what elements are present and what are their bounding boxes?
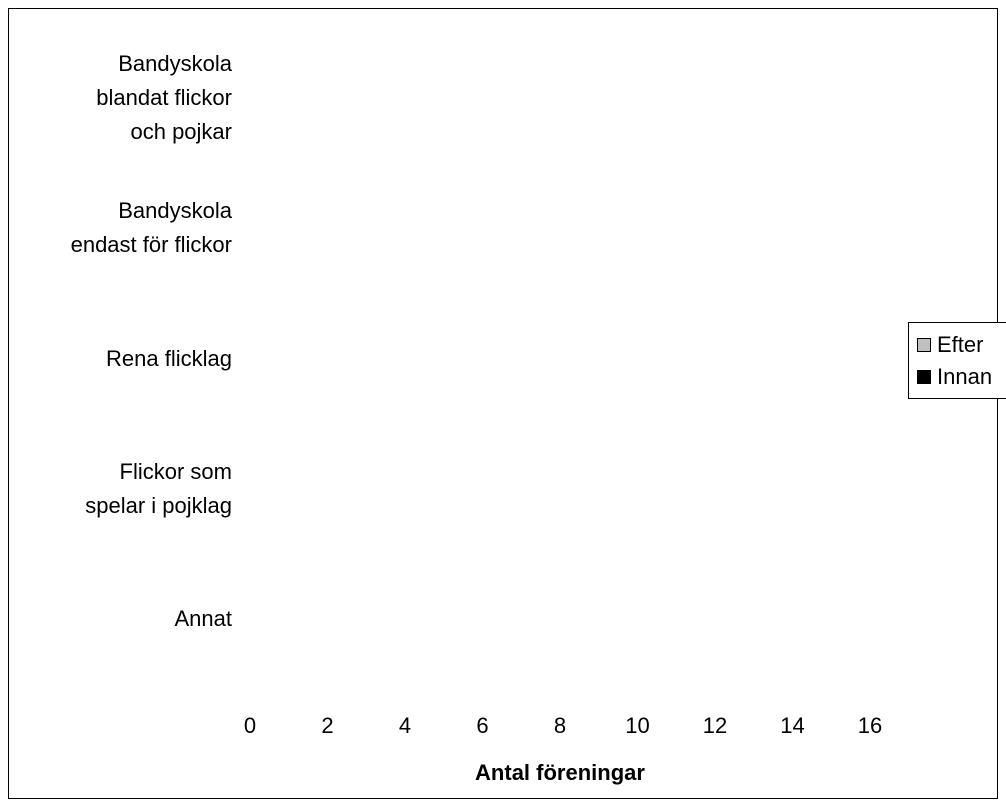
category-label: Bandyskola endast för flickor	[70, 198, 232, 258]
category-label: Annat	[174, 605, 233, 631]
legend-item-efter: Efter	[917, 331, 983, 359]
x-tick-label: 12	[702, 713, 728, 738]
x-tick-label: 16	[857, 713, 883, 738]
x-tick-label: 0	[243, 713, 257, 738]
x-tick-label: 10	[625, 713, 650, 738]
x-tick-label: 14	[780, 713, 805, 738]
x-axis-title: Antal föreningar	[475, 760, 645, 785]
legend: Efter Innan	[908, 322, 1006, 399]
x-tick-label: 4	[398, 713, 412, 738]
x-tick-label: 2	[321, 713, 334, 738]
x-tick-label: 6	[476, 713, 489, 738]
category-label: Rena flicklag	[106, 345, 232, 371]
x-tick-label: 8	[553, 713, 567, 738]
chart-frame	[8, 8, 998, 799]
category-label: Flickor som spelar i pojklag	[85, 458, 232, 518]
category-label: Bandyskola blandat flickor och pojkar	[96, 51, 232, 145]
legend-swatch-innan	[917, 370, 931, 384]
legend-swatch-efter	[917, 338, 931, 352]
legend-label-innan: Innan	[937, 364, 993, 389]
legend-label-efter: Efter	[937, 332, 984, 357]
legend-item-innan: Innan	[917, 363, 992, 391]
